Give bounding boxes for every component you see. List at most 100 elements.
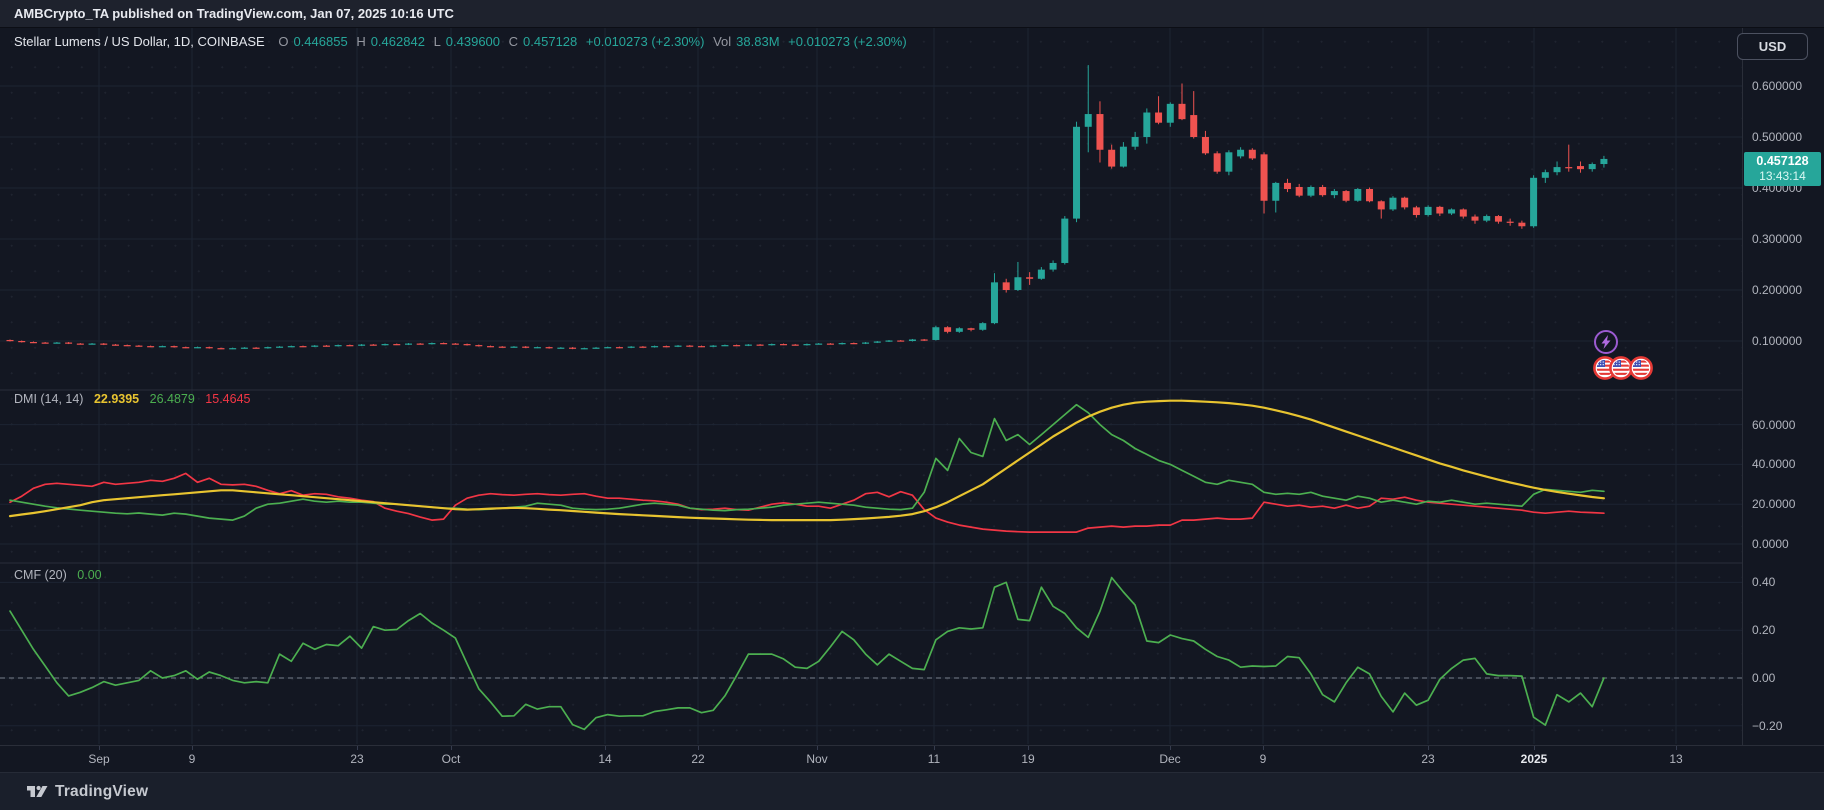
footer-bar: TradingView bbox=[0, 772, 1824, 810]
candle-body bbox=[674, 345, 682, 347]
us-flag-event-icon[interactable] bbox=[1629, 356, 1653, 380]
candle-body bbox=[780, 344, 788, 346]
candle-body bbox=[498, 346, 506, 348]
candle-body bbox=[440, 343, 448, 345]
candle-body bbox=[1061, 218, 1069, 263]
volume-value: 38.83M bbox=[736, 34, 780, 49]
candle-body bbox=[697, 346, 705, 348]
candle-body bbox=[88, 343, 96, 345]
candle-body bbox=[1518, 222, 1526, 227]
candle-body bbox=[1494, 216, 1502, 222]
candle-body bbox=[475, 345, 483, 347]
time-axis-label: 23 bbox=[1421, 752, 1435, 766]
candle-body bbox=[1588, 164, 1596, 170]
candle-body bbox=[932, 327, 940, 340]
candle-body bbox=[662, 346, 670, 348]
candle-body bbox=[18, 341, 26, 343]
candle-body bbox=[1119, 146, 1127, 167]
candle-body bbox=[615, 347, 623, 349]
time-axis-label: 23 bbox=[350, 752, 364, 766]
candle-body bbox=[135, 345, 143, 347]
dmi-plus-di-value: 26.4879 bbox=[149, 392, 195, 406]
candle-body bbox=[1248, 149, 1256, 159]
candle-body bbox=[1448, 209, 1456, 214]
candle-body bbox=[733, 345, 741, 347]
dmi-name[interactable]: DMI (14, 14) bbox=[14, 392, 84, 406]
candle-body bbox=[1553, 167, 1561, 173]
candle-body bbox=[1237, 149, 1245, 157]
candle-body bbox=[428, 343, 436, 345]
price-axis-label: 0.200000 bbox=[1752, 283, 1803, 297]
candle-body bbox=[240, 347, 248, 349]
dmi-indicator-legend[interactable]: DMI (14, 14) 22.9395 26.4879 15.4645 bbox=[14, 392, 257, 406]
lightning-event-icon[interactable] bbox=[1594, 330, 1618, 354]
candle-body bbox=[791, 344, 799, 346]
candle-body bbox=[393, 344, 401, 346]
candle-body bbox=[580, 348, 588, 350]
symbol-title[interactable]: Stellar Lumens / US Dollar, 1D, COINBASE bbox=[14, 34, 265, 49]
candle-body bbox=[229, 348, 237, 350]
candle-body bbox=[1225, 152, 1233, 172]
candle-body bbox=[416, 343, 424, 345]
candle-body bbox=[1014, 277, 1022, 290]
low-label: L bbox=[433, 34, 441, 49]
candle-body bbox=[1330, 191, 1338, 196]
open-label: O bbox=[278, 34, 289, 49]
candle-body bbox=[158, 346, 166, 348]
time-tick-mark bbox=[451, 746, 452, 750]
cmf-indicator-legend[interactable]: CMF (20) 0.00 bbox=[14, 568, 109, 582]
candle-body bbox=[768, 344, 776, 346]
price-axis-label: 0.600000 bbox=[1752, 79, 1803, 93]
candle-body bbox=[569, 347, 577, 349]
cmf-name[interactable]: CMF (20) bbox=[14, 568, 67, 582]
candle-body bbox=[29, 342, 37, 344]
time-scale[interactable]: Sep 9 23 Oct 14 22 Nov 11 19 Dec 9 23 2025 13 bbox=[0, 745, 1824, 772]
candle-body bbox=[182, 347, 190, 349]
candle-body bbox=[1471, 216, 1479, 221]
price-scale[interactable]: 0.600000 0.500000 0.400000 0.300000 0.200000… bbox=[1742, 28, 1824, 772]
candle-body bbox=[756, 344, 764, 346]
candle-body bbox=[1389, 197, 1397, 210]
time-axis-label: Oct bbox=[441, 752, 461, 766]
candle-body bbox=[920, 339, 928, 341]
candle-body bbox=[111, 344, 119, 346]
candle-body bbox=[170, 346, 178, 348]
candle-body bbox=[651, 346, 659, 348]
symbol-header[interactable]: Stellar Lumens / US Dollar, 1D, COINBASE… bbox=[14, 34, 912, 49]
candle-body bbox=[967, 328, 975, 330]
candle-body bbox=[1131, 137, 1139, 147]
time-tick-mark bbox=[1028, 746, 1029, 750]
currency-toggle-button[interactable]: USD bbox=[1737, 33, 1808, 60]
candle-body bbox=[908, 339, 916, 341]
candle-body bbox=[381, 344, 389, 346]
us-flag-event-icon[interactable] bbox=[1609, 356, 1633, 380]
candle-body bbox=[369, 344, 377, 346]
time-axis-label: 13 bbox=[1669, 752, 1683, 766]
candle-body bbox=[358, 344, 366, 346]
time-axis-label: Sep bbox=[88, 752, 110, 766]
indicator-line bbox=[9, 576, 1605, 731]
time-tick-mark bbox=[817, 746, 818, 750]
time-tick-mark bbox=[1676, 746, 1677, 750]
candle-body bbox=[1049, 262, 1057, 270]
us-flag-event-icon[interactable] bbox=[1593, 356, 1617, 380]
candle-body bbox=[627, 346, 635, 348]
tradingview-brand[interactable]: TradingView bbox=[26, 782, 148, 801]
candle-body bbox=[334, 345, 342, 347]
candle-body bbox=[1576, 166, 1584, 170]
time-tick-mark bbox=[934, 746, 935, 750]
cmf-value: 0.00 bbox=[77, 568, 102, 582]
price-axis-label: 0.300000 bbox=[1752, 232, 1803, 246]
candle-body bbox=[862, 342, 870, 344]
time-tick-mark bbox=[1263, 746, 1264, 750]
candle-body bbox=[299, 346, 307, 348]
time-axis-label: 2025 bbox=[1520, 752, 1548, 766]
price-chart-canvas[interactable] bbox=[0, 28, 1742, 745]
candle-body bbox=[311, 345, 319, 347]
candle-body bbox=[850, 343, 858, 345]
candle-body bbox=[604, 347, 612, 349]
candle-body bbox=[1190, 115, 1198, 137]
candle-body bbox=[41, 342, 49, 344]
publish-bar: AMBCrypto_TA published on TradingView.co… bbox=[0, 0, 1824, 28]
candle-body bbox=[522, 346, 530, 348]
